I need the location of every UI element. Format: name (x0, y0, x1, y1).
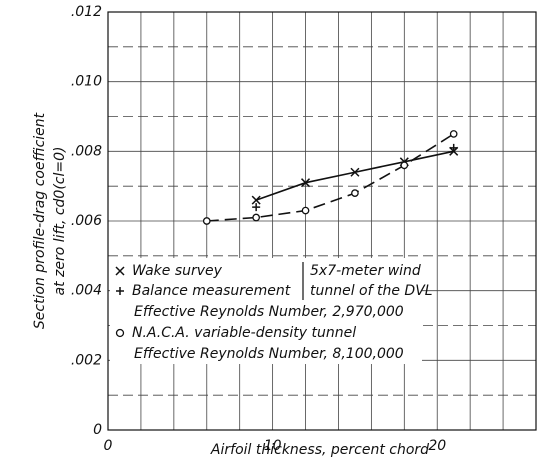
y-tick-label: .012 (71, 4, 102, 20)
y-tick-label: .006 (71, 213, 102, 229)
marker (351, 189, 359, 197)
legend-note: tunnel of the DVL (310, 283, 433, 299)
legend-label: Wake survey (132, 263, 223, 279)
y-axis-label: Section profile-drag coefficient (32, 112, 48, 329)
x-tick-label: 20 (428, 438, 446, 454)
marker (350, 167, 360, 177)
plot-frame (107, 11, 537, 431)
legend-note: 5x7-meter wind (310, 263, 421, 279)
y-tick-label: 0 (93, 422, 102, 438)
marker (251, 195, 261, 205)
y-axis-label: at zero lift, cd0(cl=0) (52, 147, 68, 296)
legend-box (110, 258, 422, 364)
legend-symbol (115, 266, 125, 276)
marker (449, 143, 458, 152)
y-tick-label: .008 (71, 143, 102, 159)
marker (400, 161, 409, 170)
legend-note: Effective Reynolds Number, 8,100,000 (134, 346, 404, 362)
marker (449, 130, 458, 138)
legend-note: Effective Reynolds Number, 2,970,000 (134, 304, 404, 320)
marker (301, 206, 310, 215)
marker (252, 213, 261, 222)
x-tick-label: 10 (264, 438, 282, 454)
x-axis-label: Airfoil thickness, percent chord (210, 442, 429, 458)
series-line (206, 133, 455, 222)
x-tick-label: 0 (104, 438, 113, 454)
legend-symbol (116, 287, 124, 295)
marker (252, 203, 261, 212)
y-tick-label: .002 (71, 352, 102, 368)
legend-label: N.A.C.A. variable-density tunnel (132, 325, 356, 341)
marker (301, 178, 311, 188)
legend-label: Balance measurement (132, 283, 291, 299)
legend-symbol (115, 328, 125, 338)
y-tick-label: .004 (71, 283, 102, 299)
y-tick-label: .010 (71, 74, 102, 90)
marker (202, 217, 211, 225)
